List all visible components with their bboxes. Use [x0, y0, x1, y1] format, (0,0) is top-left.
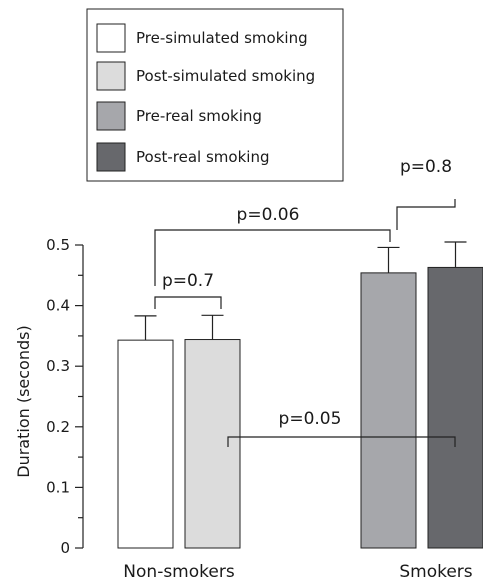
legend-label: Post-simulated smoking	[136, 67, 315, 85]
y-axis-title: Duration (seconds)	[14, 325, 33, 477]
significance-brackets: p=0.7 p=0.8 p=0.06 p=0.05	[154, 157, 456, 447]
legend-swatch	[96, 101, 126, 131]
bracket-p05-label: p=0.05	[279, 409, 342, 429]
y-tick-label: 0.3	[46, 357, 70, 375]
bar	[117, 339, 174, 549]
bracket-p07-label: p=0.7	[162, 271, 214, 291]
legend-swatch	[96, 61, 126, 91]
legend-box	[86, 8, 344, 182]
bracket-p05	[227, 436, 456, 447]
legend-label: Pre-real smoking	[136, 107, 262, 125]
legend: Pre-simulated smoking Post-simulated smok…	[86, 8, 344, 182]
bracket-p06-label: p=0.06	[237, 205, 300, 225]
legend-swatch	[96, 142, 126, 172]
bar	[184, 339, 241, 549]
bracket-p06	[154, 229, 391, 286]
category-label: Smokers	[399, 562, 472, 582]
bracket-p08-label: p=0.8	[400, 157, 452, 177]
y-tick-label: 0.4	[46, 297, 70, 315]
y-tick-label: 0.5	[46, 236, 70, 254]
y-tick-label: 0	[60, 539, 70, 557]
category-labels: Non-smokers Smokers	[123, 562, 472, 582]
bracket-p08	[396, 199, 456, 230]
bar	[360, 272, 417, 549]
y-tick-label: 0.1	[46, 478, 70, 496]
y-tick-label: 0.2	[46, 418, 70, 436]
legend-label: Pre-simulated smoking	[136, 29, 308, 47]
y-axis: 0 0.1 0.2 0.3 0.4 0.5 Duration (seconds)	[14, 236, 84, 557]
category-label: Non-smokers	[123, 562, 235, 582]
legend-swatch	[96, 23, 126, 53]
bars	[117, 241, 483, 549]
bar	[427, 266, 483, 549]
legend-label: Post-real smoking	[136, 148, 269, 166]
bracket-p07	[154, 296, 222, 309]
